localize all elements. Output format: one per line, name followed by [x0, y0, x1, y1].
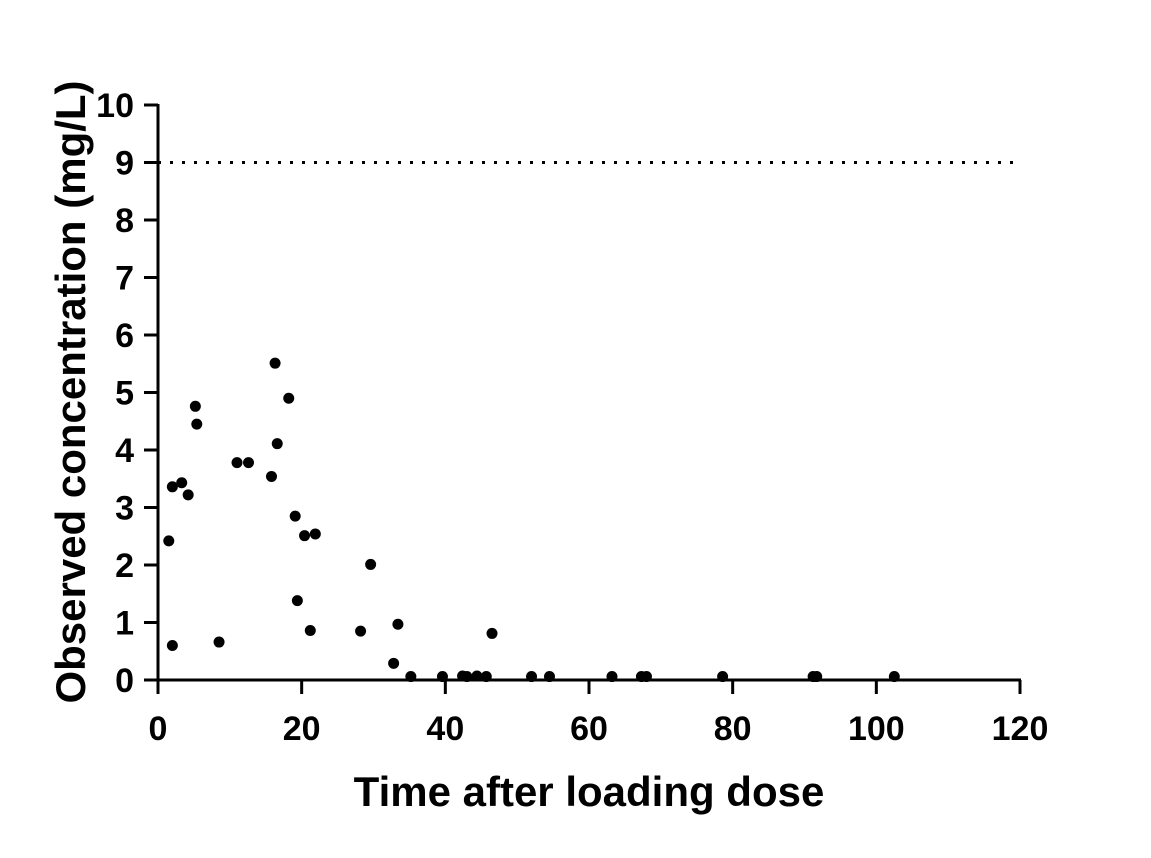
data-point — [811, 671, 823, 683]
data-point — [392, 618, 404, 630]
y-tick-label: 5 — [115, 375, 134, 413]
data-point — [388, 657, 400, 669]
data-point — [606, 671, 618, 683]
data-point — [365, 558, 377, 570]
data-point — [888, 671, 900, 683]
data-point — [163, 535, 175, 547]
data-point — [289, 510, 301, 522]
y-tick-label: 8 — [115, 202, 134, 240]
data-point — [480, 671, 492, 683]
x-tick-label: 120 — [992, 710, 1049, 748]
data-point — [176, 477, 188, 489]
data-point — [355, 625, 367, 637]
data-point — [231, 457, 243, 469]
data-point — [166, 640, 178, 651]
x-axis-title: Time after loading dose — [354, 768, 825, 815]
x-tick-label: 20 — [283, 710, 321, 748]
data-point — [304, 625, 316, 637]
data-point — [213, 636, 225, 648]
data-point — [243, 457, 255, 469]
data-point — [461, 671, 473, 683]
data-point — [471, 670, 483, 682]
y-tick-label: 2 — [115, 547, 134, 585]
y-tick-label: 1 — [115, 605, 134, 643]
data-point — [269, 357, 281, 369]
x-tick-label: 60 — [570, 710, 608, 748]
data-point — [283, 392, 295, 404]
data-point — [265, 470, 277, 482]
data-point — [486, 627, 498, 639]
x-tick-label: 80 — [714, 710, 752, 748]
data-point — [166, 481, 178, 493]
y-tick-label: 4 — [115, 432, 134, 470]
y-tick-label: 6 — [115, 317, 134, 355]
data-point — [299, 530, 311, 542]
y-tick-label: 0 — [115, 662, 134, 700]
axes — [144, 103, 1022, 694]
data-point — [405, 671, 417, 683]
data-point — [271, 438, 283, 450]
data-point — [291, 595, 303, 607]
x-tick-label: 0 — [149, 710, 168, 748]
data-points — [163, 357, 900, 683]
y-axis-title: Observed concentration (mg/L) — [47, 80, 94, 703]
data-point — [182, 489, 194, 501]
data-point — [436, 671, 448, 683]
x-tick-label: 100 — [848, 710, 905, 748]
y-tick-label: 3 — [115, 490, 134, 528]
y-tick-label: 7 — [115, 260, 134, 298]
data-point — [640, 671, 652, 683]
data-point — [191, 418, 203, 430]
data-point — [189, 400, 201, 412]
x-tick-label: 40 — [426, 710, 464, 748]
y-tick-label: 9 — [115, 145, 134, 183]
data-point — [526, 671, 538, 683]
data-point — [309, 528, 321, 540]
data-point — [543, 671, 555, 683]
data-point — [717, 671, 729, 683]
y-tick-label: 10 — [96, 87, 134, 125]
